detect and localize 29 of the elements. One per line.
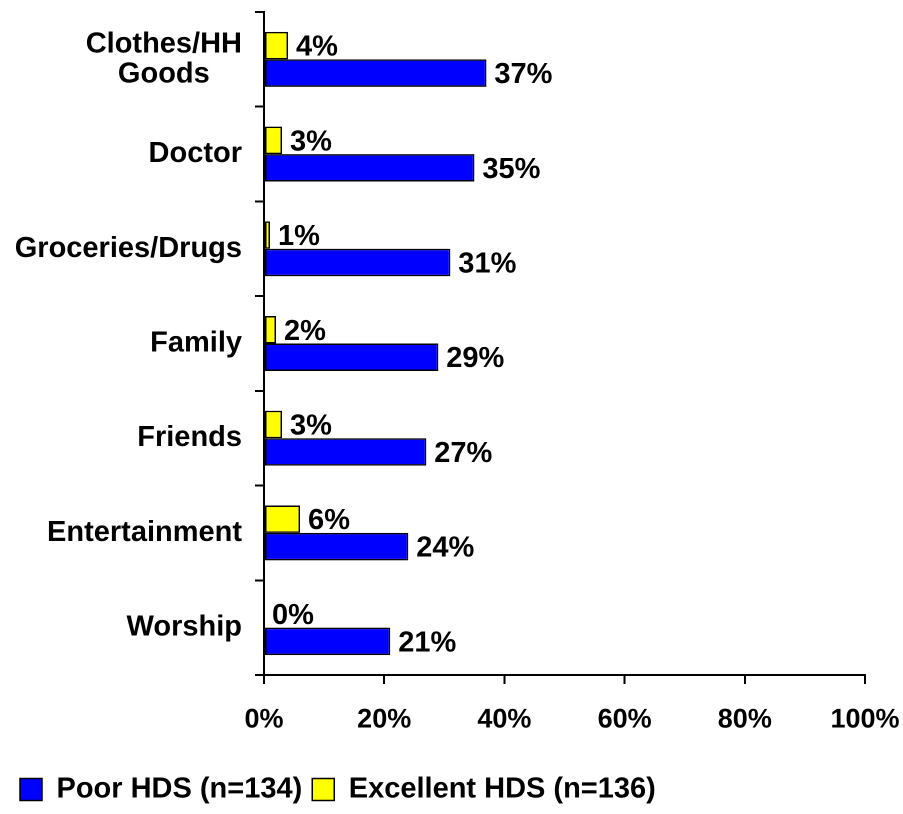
data-label: 35%	[482, 152, 541, 185]
y-tick-label: Entertainment	[47, 516, 242, 548]
y-tick-label: Family	[150, 326, 242, 358]
x-tick-label: 60%	[598, 704, 652, 734]
y-tick-label: Groceries/Drugs	[14, 232, 242, 264]
data-label: 0%	[272, 598, 314, 631]
x-tick-label: 100%	[830, 704, 900, 734]
x-tick-label: 0%	[244, 704, 284, 734]
data-label: 29%	[446, 342, 505, 374]
legend-label: Excellent HDS (n=136)	[348, 772, 656, 804]
y-tick-label: Clothes/HH Goods	[86, 27, 242, 90]
data-label: 3%	[290, 409, 332, 442]
y-tick-label: Doctor	[148, 137, 242, 170]
data-label: 27%	[434, 436, 493, 469]
data-label: 21%	[398, 626, 456, 658]
x-tick-label: 40%	[477, 704, 532, 734]
y-tick-label: Worship	[126, 610, 242, 643]
x-tick-label: 80%	[718, 704, 772, 734]
data-label: 4%	[296, 30, 338, 63]
data-label: 37%	[494, 58, 553, 90]
data-label: 31%	[458, 248, 517, 280]
legend-label: Poor HDS (n=134)	[56, 772, 302, 804]
y-tick-label: Friends	[137, 421, 242, 454]
data-label: 24%	[416, 532, 474, 564]
data-label: 1%	[278, 220, 320, 252]
data-label: 3%	[290, 125, 332, 158]
x-tick-label: 20%	[357, 704, 412, 734]
data-label: 2%	[284, 314, 326, 347]
data-label: 6%	[308, 504, 350, 536]
